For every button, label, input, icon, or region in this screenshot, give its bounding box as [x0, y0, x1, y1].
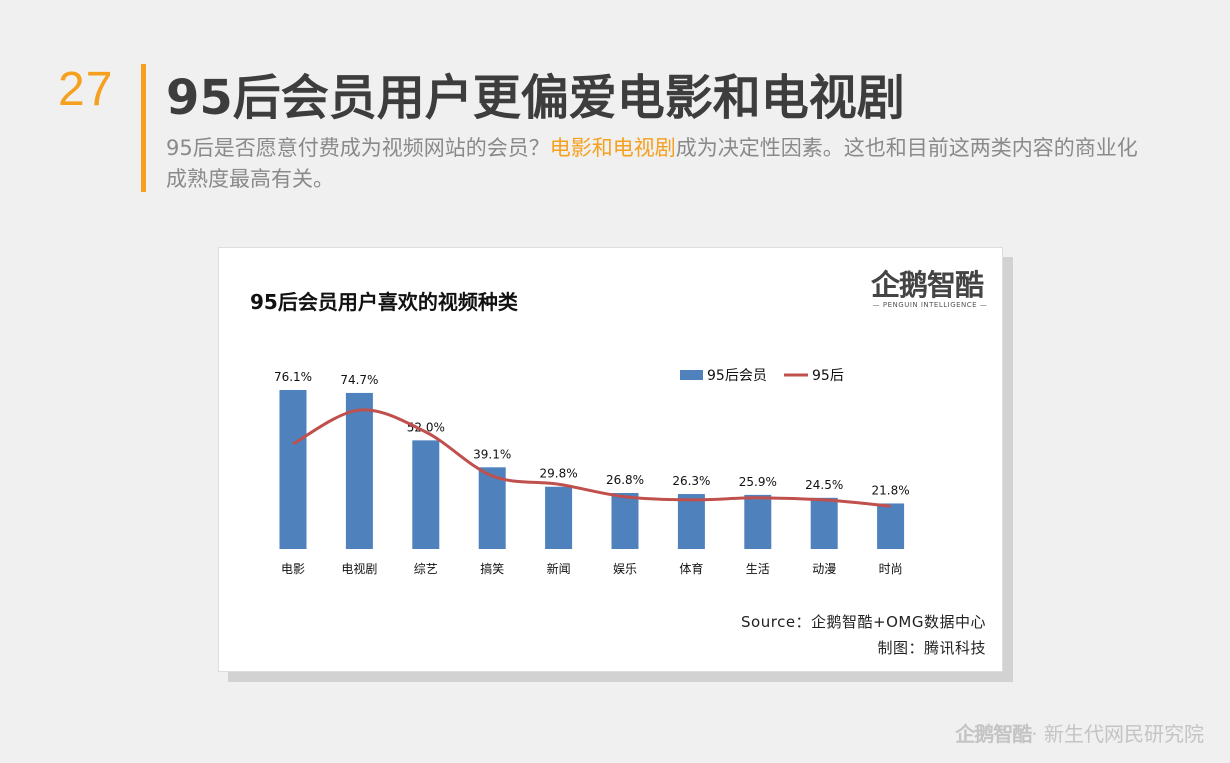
page-subtitle: 95后是否愿意付费成为视频网站的会员？电影和电视剧成为决定性因素。这也和目前这两… [166, 133, 1156, 195]
legend-label-bar: 95后会员 [707, 368, 767, 384]
x-tick-label-9: 时尚 [879, 562, 903, 576]
bar-2 [412, 440, 440, 549]
chart-title: 95后会员用户喜欢的视频种类 [250, 290, 518, 314]
subtitle-highlight: 电影和电视剧 [549, 136, 676, 160]
bar-7 [744, 494, 772, 549]
footer-brand-logo: 企鹅智酷 [955, 722, 1032, 746]
subtitle-text-post: 成为决定性因素。这也和目前这两类内容的商业化成熟度最高有关。 [166, 136, 1138, 191]
bar-data-label-1: 74.7% [340, 373, 378, 387]
legend-label-line: 95后 [812, 368, 844, 384]
bar-data-label-3: 39.1% [473, 447, 511, 461]
x-tick-label-7: 生活 [746, 562, 770, 576]
x-tick-label-1: 电视剧 [341, 561, 377, 576]
bar-4 [545, 486, 573, 549]
bar-1 [345, 392, 373, 549]
chart-card: 95后会员用户喜欢的视频种类 企鹅智酷 — PENGUIN INTELLIGEN… [218, 247, 1003, 672]
bar-data-label-9: 21.8% [872, 483, 910, 497]
bar-3 [478, 467, 506, 549]
bar-data-label-8: 24.5% [805, 478, 843, 492]
x-tick-label-6: 体育 [679, 561, 703, 576]
bar-data-label-2: 52.0% [407, 420, 445, 434]
legend-swatch-bar [680, 370, 703, 380]
bar-data-label-7: 25.9% [739, 475, 777, 489]
footer-brand-text: · 新生代网民研究院 [1031, 722, 1204, 746]
source-text: Source：企鹅智酷+OMG数据中心 [741, 613, 986, 631]
accent-bar [141, 64, 146, 192]
page-number: 27 [58, 63, 114, 116]
bar-data-label-4: 29.8% [540, 467, 578, 481]
bar-line-chart: 76.1% 电影 74.7% 电视剧 52.0% 综艺 39.1% 搞笑 29.8% 新闻 26.8… [274, 368, 910, 576]
x-tick-label-8: 动漫 [812, 562, 836, 576]
bar-6 [677, 494, 705, 549]
bar-data-label-5: 26.8% [606, 473, 644, 487]
footer-brand: 企鹅智酷· 新生代网民研究院 [955, 718, 1204, 747]
x-tick-label-3: 搞笑 [480, 561, 504, 576]
logo-subtext-label: PENGUIN INTELLIGENCE [882, 301, 978, 309]
x-tick-label-4: 新闻 [547, 561, 571, 576]
logo-subtext: — PENGUIN INTELLIGENCE — [872, 301, 988, 309]
x-tick-label-0: 电影 [281, 562, 305, 576]
series-line-95hou [292, 408, 891, 508]
penguin-intelligence-logo: 企鹅智酷 — PENGUIN INTELLIGENCE — [869, 262, 989, 316]
bar-0 [279, 390, 307, 549]
bar-9 [877, 503, 905, 549]
subtitle-text-pre: 95后是否愿意付费成为视频网站的会员？ [166, 136, 550, 160]
page-title: 95后会员用户更偏爱电影和电视剧 [166, 70, 905, 126]
bar-data-label-6: 26.3% [672, 474, 710, 488]
bar-data-label-0: 76.1% [274, 370, 312, 384]
bar-5 [611, 493, 639, 549]
x-tick-label-2: 综艺 [414, 562, 438, 576]
bar-8 [810, 497, 838, 549]
maker-text: 制图：腾讯科技 [877, 639, 986, 657]
x-tick-label-5: 娱乐 [613, 562, 637, 576]
logo-text: 企鹅智酷 [871, 268, 984, 302]
